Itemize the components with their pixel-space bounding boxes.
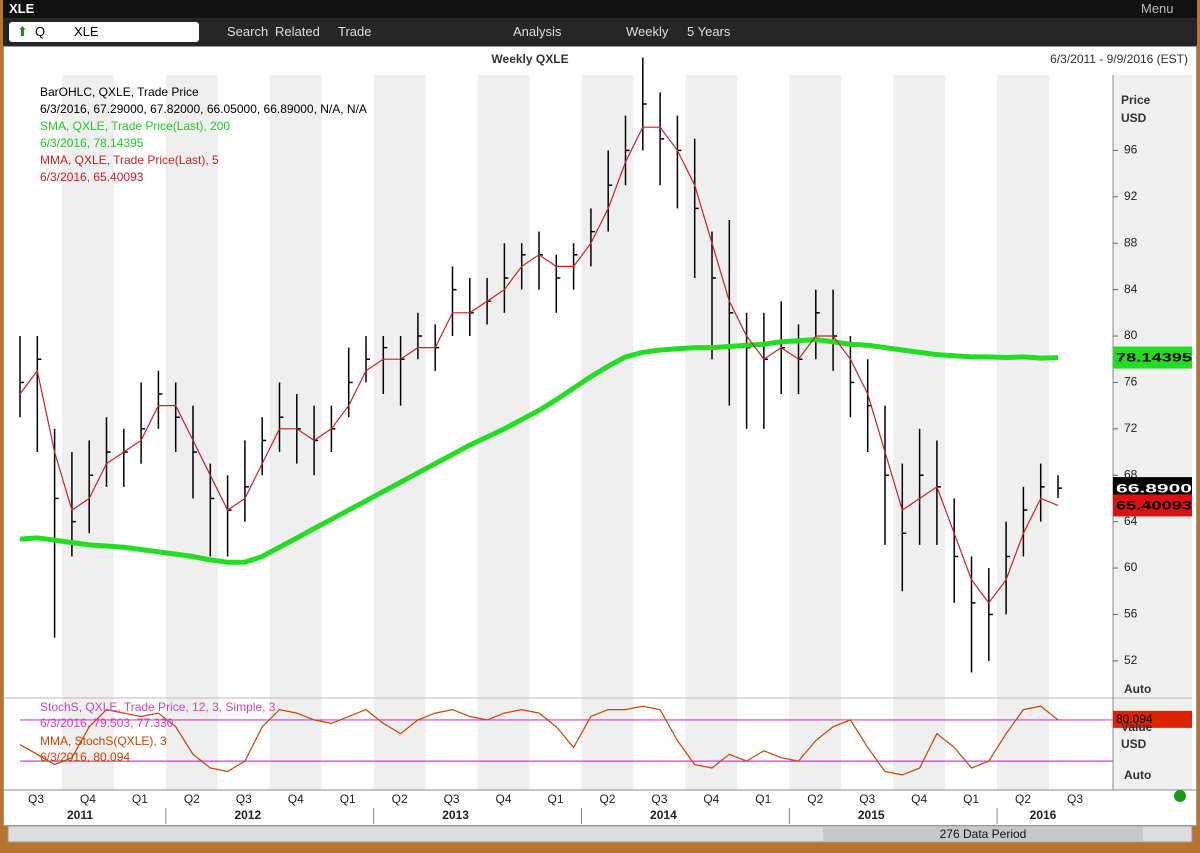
menu[interactable]: Menu (1141, 1, 1174, 16)
y-tick-label: 72 (1124, 421, 1138, 435)
x-tick-label: Q3 (859, 792, 875, 806)
title-bar: XLE Menu (3, 0, 1197, 18)
quarter-band (61, 75, 114, 790)
x-tick-label: Q3 (236, 792, 252, 806)
x-tick-label: Q4 (288, 792, 304, 806)
x-year-label: 2016 (1030, 808, 1057, 822)
x-tick-label: Q1 (340, 792, 356, 806)
window-title: XLE (9, 1, 35, 16)
data-period: 276 Data Period (940, 827, 1027, 841)
status-dot (1174, 790, 1186, 802)
legend-entry: MMA, QXLE, Trade Price(Last), 5 (40, 153, 219, 167)
x-year-label: 2012 (234, 808, 261, 822)
price-box (1113, 346, 1192, 369)
x-tick-label: Q4 (703, 792, 719, 806)
legend-entry: MMA, StochS(QXLE), 3 (40, 734, 167, 748)
toolbar-item[interactable]: Analysis (513, 24, 562, 39)
stoch-line (19, 705, 1059, 776)
x-tick-label: Q3 (444, 792, 460, 806)
toolbar-item[interactable]: Trade (338, 24, 372, 39)
legend-detail: 6/3/2016, 67.29000, 67.82000, 66.05000, … (40, 102, 367, 116)
quarter-band (269, 75, 322, 790)
x-tick-label: Q3 (28, 792, 44, 806)
y-axis-label: Value (1121, 720, 1153, 734)
x-tick-label: Q2 (184, 792, 200, 806)
legend-entry: SMA, QXLE, Trade Price(Last), 200 (40, 119, 230, 133)
y-tick-label: 84 (1124, 282, 1138, 296)
x-tick-label: Q2 (807, 792, 823, 806)
toolbar-item[interactable]: Weekly (626, 24, 669, 39)
price-box-label: 66.8900 (1116, 481, 1193, 495)
price-box (1113, 494, 1192, 517)
axis-panel (1113, 75, 1192, 790)
y-tick-label: 60 (1124, 560, 1138, 574)
y-tick-label: 56 (1124, 607, 1138, 621)
auto-label: Auto (1124, 682, 1151, 696)
auto-label: Auto (1124, 768, 1151, 782)
price-box-label: 65.40093 (1116, 499, 1192, 513)
quarter-band (789, 75, 842, 790)
x-tick-label: Q4 (496, 792, 512, 806)
y-tick-label: 92 (1124, 189, 1138, 203)
legend-detail: 6/3/2016, 78.14395 (40, 136, 144, 150)
value-box (1113, 710, 1192, 728)
y-axis-label: USD (1121, 111, 1147, 125)
x-year-label: 2015 (858, 808, 885, 822)
price-box (1113, 477, 1192, 500)
chart-title: Weekly QXLE (491, 52, 568, 66)
quarter-band (997, 75, 1050, 790)
symbol-box[interactable]: ⬆ Q XLE (9, 22, 199, 42)
legend-detail: 6/3/2016, 80.094 (40, 750, 130, 764)
y-tick-label: 80 (1124, 328, 1138, 342)
y-tick-label: 76 (1124, 375, 1138, 389)
toolbar-item[interactable]: Related (275, 24, 320, 39)
symbol-input[interactable]: XLE (74, 24, 99, 39)
legend-detail: 6/3/2016, 79.503, 77.330 (40, 716, 174, 730)
date-range: 6/3/2011 - 9/9/2016 (EST) (1050, 52, 1188, 66)
x-year-label: 2011 (67, 808, 93, 822)
x-year-label: 2014 (650, 808, 677, 822)
quarter-band (165, 75, 218, 790)
scroll-thumb[interactable] (823, 827, 1143, 841)
x-tick-label: Q1 (963, 792, 979, 806)
legend-entry: BarOHLC, QXLE, Trade Price (40, 85, 199, 99)
toolbar: ⬆ Q XLE Search Related Trade Analysis Weekly… (3, 18, 1197, 46)
x-tick-label: Q2 (392, 792, 408, 806)
x-tick-label: Q4 (80, 792, 96, 806)
y-axis-label: Price (1121, 93, 1151, 107)
y-tick-label: 88 (1124, 235, 1138, 249)
x-tick-label: Q3 (651, 792, 667, 806)
toolbar-item[interactable]: Search (227, 24, 269, 39)
legend-detail: 6/3/2016, 65.40093 (40, 170, 144, 184)
x-tick-label: Q1 (755, 792, 771, 806)
y-tick-label: 64 (1124, 514, 1138, 528)
mma-line (19, 126, 1059, 604)
x-tick-label: Q3 (1067, 792, 1083, 806)
x-tick-label: Q2 (599, 792, 615, 806)
x-tick-label: Q1 (547, 792, 563, 806)
y-tick-label: 96 (1124, 143, 1138, 157)
legend-entry: StochS, QXLE, Trade Price, 12, 3, Simple… (40, 700, 276, 714)
x-tick-label: Q1 (132, 792, 148, 806)
y-axis-label: USD (1121, 737, 1147, 751)
y-tick-label: 52 (1124, 653, 1138, 667)
quarter-band (373, 75, 426, 790)
value-box-label: 80.094 (1116, 712, 1153, 726)
symbol-prefix: Q (35, 24, 46, 39)
arrow-icon: ⬆ (17, 24, 28, 39)
x-tick-label: Q2 (1015, 792, 1031, 806)
x-tick-label: Q4 (911, 792, 927, 806)
sma-line (19, 336, 1059, 565)
quarter-band (477, 75, 530, 790)
price-box-label: 78.14395 (1116, 351, 1192, 365)
toolbar-item[interactable]: 5 Years (687, 24, 731, 39)
x-year-label: 2013 (442, 808, 469, 822)
